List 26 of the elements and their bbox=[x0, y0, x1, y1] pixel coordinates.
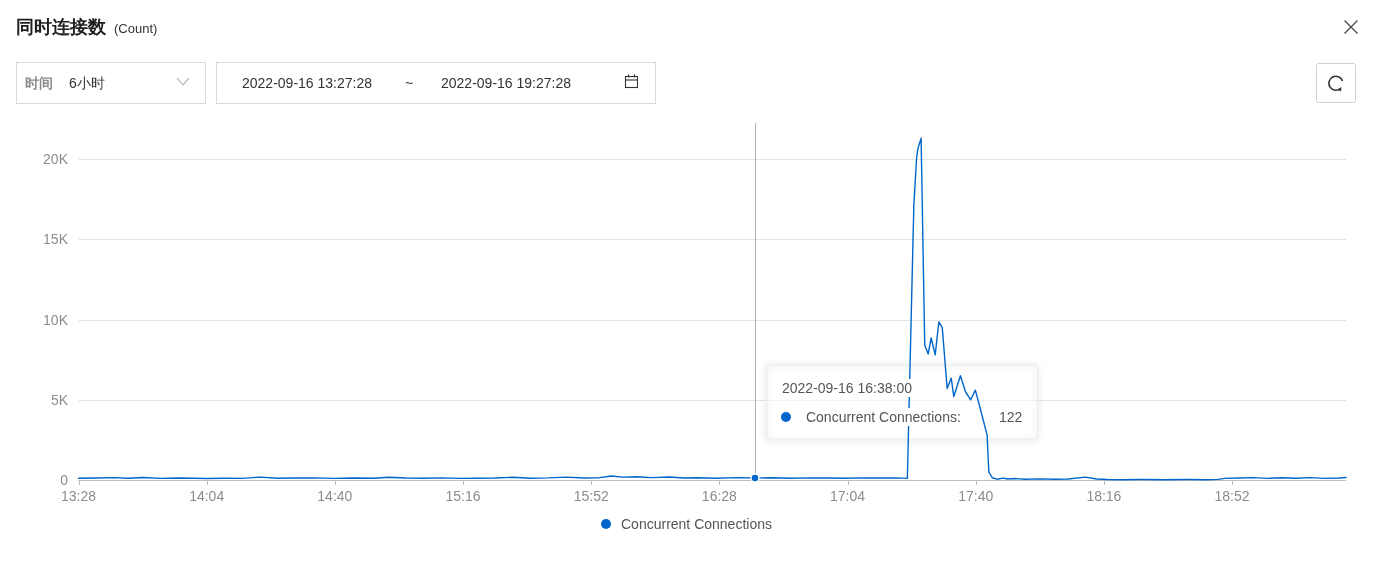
annotation: 122 bbox=[999, 409, 1023, 426]
y-tick-label: 5K bbox=[50, 391, 69, 408]
x-tick-label: 17:04 bbox=[830, 488, 866, 504]
annotation: Concurrent Connections: bbox=[805, 409, 961, 426]
x-tick-label: 15:52 bbox=[573, 488, 609, 504]
text: 时间 bbox=[25, 75, 53, 91]
y-tick-label: 0 bbox=[60, 472, 69, 488]
x-tick-label: 16:28 bbox=[701, 488, 738, 504]
y-tick-label: 15K bbox=[43, 231, 69, 248]
x-tick-label: 17:40 bbox=[958, 488, 994, 504]
y-tick-label: 20K bbox=[43, 151, 69, 168]
text: 6小时 bbox=[69, 75, 105, 91]
x-tick-label: 14:04 bbox=[189, 488, 225, 504]
text: 2022-09-16 13:27:28 bbox=[242, 75, 373, 91]
text: 2022-09-16 19:27:28 bbox=[441, 75, 572, 91]
x-tick-label: 18:52 bbox=[1214, 488, 1250, 504]
x-tick-label: 18:16 bbox=[1086, 488, 1122, 504]
x-tick-label: 14:40 bbox=[317, 488, 353, 504]
y-tick-label: 10K bbox=[43, 311, 69, 328]
legend-label: Concurrent Connections bbox=[621, 516, 772, 532]
chart-subtitle: (Count) bbox=[114, 21, 158, 36]
x-tick-label: 15:16 bbox=[445, 488, 481, 504]
chart-title: 同时连接数 bbox=[16, 17, 107, 37]
annotation: 2022-09-16 16:38:00 bbox=[781, 380, 913, 397]
x-tick-label: 13:28 bbox=[60, 488, 97, 504]
text: ~ bbox=[405, 75, 414, 91]
